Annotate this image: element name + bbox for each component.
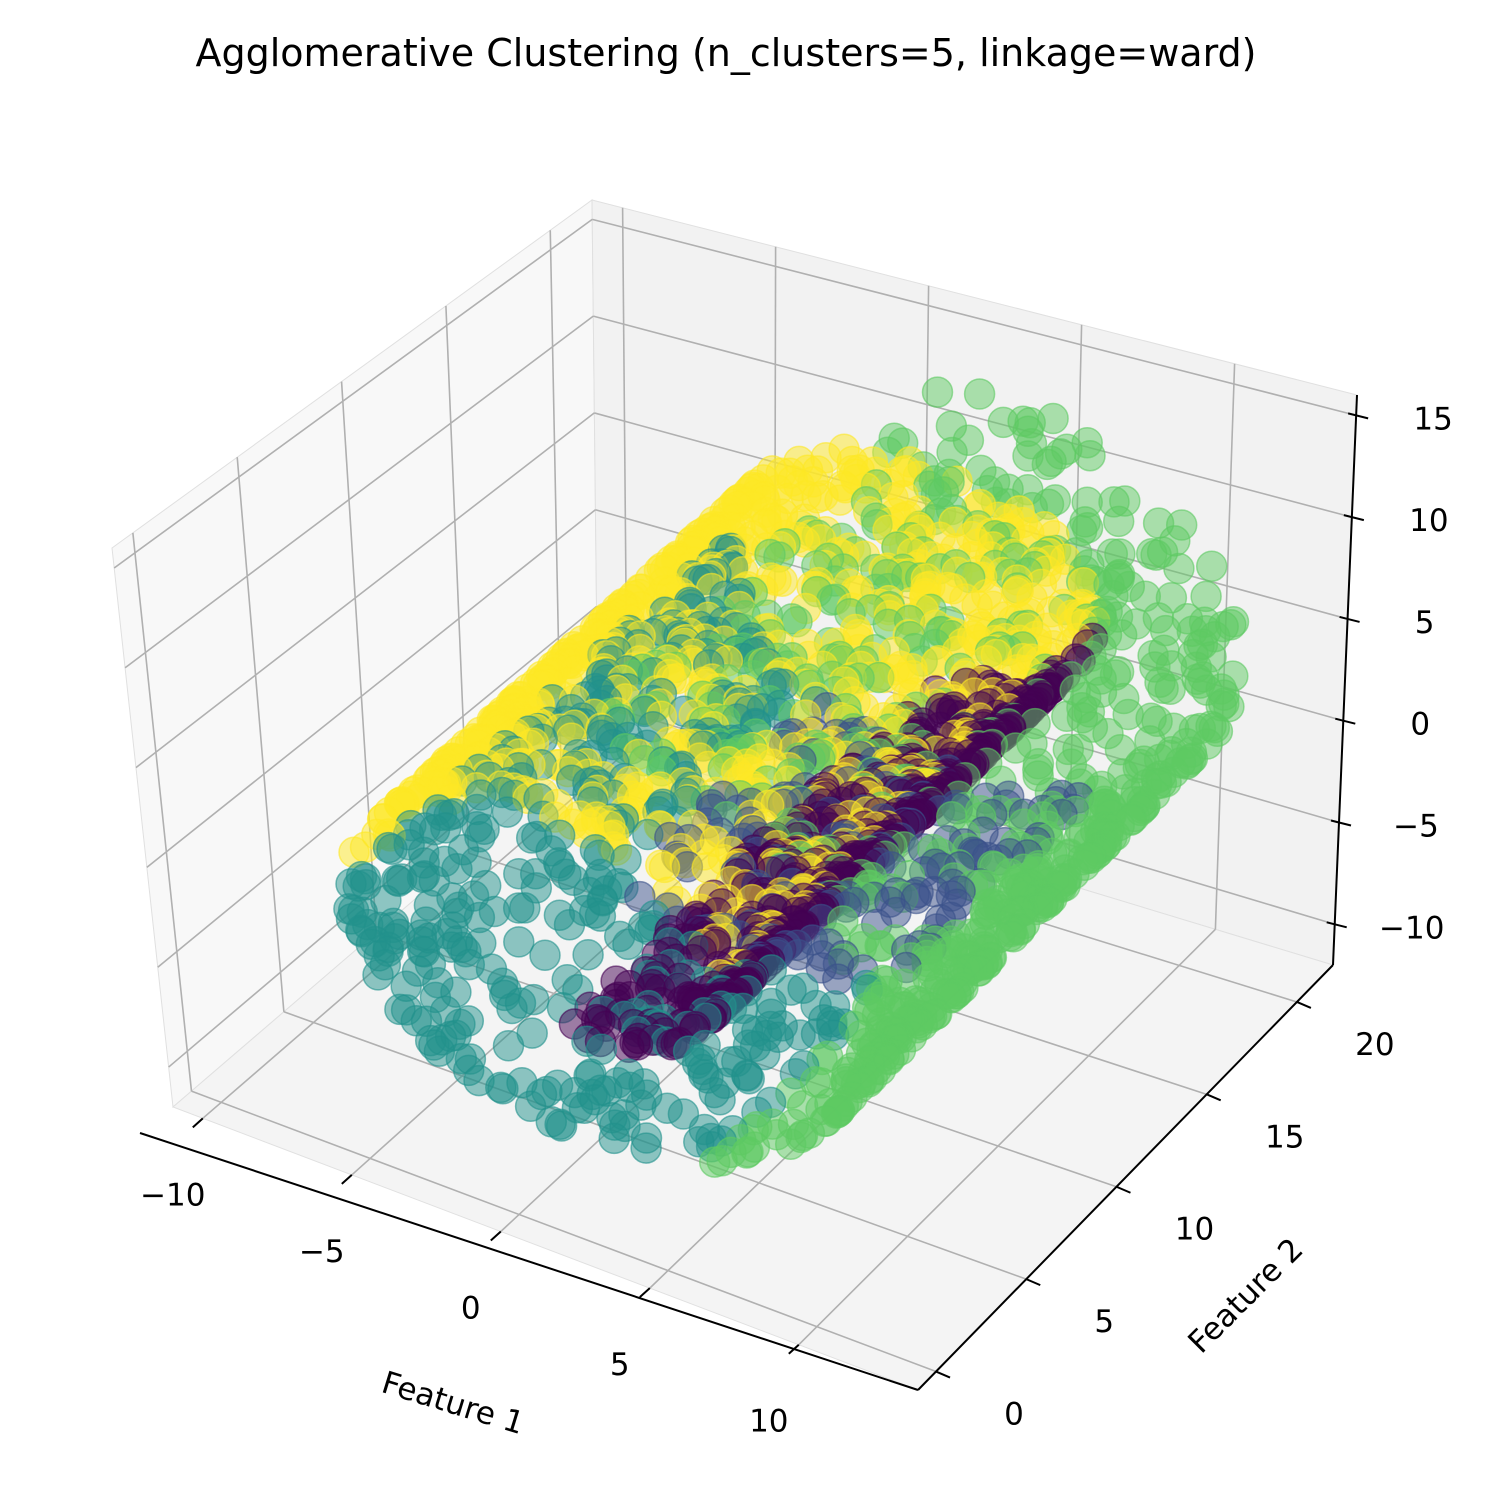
x-axis-label: Feature 1 xyxy=(377,1365,528,1442)
z-grid-wall xyxy=(124,315,594,669)
scatter-point xyxy=(598,1122,630,1155)
z-grid-wall xyxy=(157,605,598,968)
scatter-point xyxy=(1031,448,1064,481)
x-axis-line xyxy=(139,1132,919,1391)
z-tick-label: −5 xyxy=(1393,809,1439,845)
scatter-point xyxy=(921,376,954,408)
y-tick xyxy=(1296,1001,1312,1009)
z-tick-label: 10 xyxy=(1409,503,1448,539)
z-grid-wall xyxy=(113,218,593,569)
z-tick xyxy=(1343,514,1365,522)
scatter-point xyxy=(774,1128,807,1161)
scatter-point xyxy=(612,928,644,961)
y-tick xyxy=(1025,1278,1041,1287)
axis-ticks: −10 −5 0 5 10 0 5 10 15 20 −10 −5 0 5 10 15 xyxy=(140,401,1453,1439)
z-grid-wall xyxy=(146,509,596,869)
y-tick-label: 20 xyxy=(1355,1027,1394,1063)
scatter-point xyxy=(503,926,535,958)
y-grid-wall xyxy=(236,457,285,1012)
x-tick xyxy=(490,1230,502,1242)
y-tick-label: 10 xyxy=(1175,1212,1214,1248)
scatter-point xyxy=(1102,505,1135,538)
scatter-point xyxy=(492,1030,525,1062)
y-tick xyxy=(935,1370,951,1379)
scatter-point xyxy=(1163,552,1195,585)
y-grid-floor xyxy=(191,1090,937,1373)
scatter-point xyxy=(822,963,854,995)
x-grid-floor xyxy=(798,928,1216,1346)
scatter-point xyxy=(529,939,561,972)
z-grid-wall xyxy=(135,412,595,769)
x-tick-label: 0 xyxy=(461,1291,481,1327)
z-tick xyxy=(1347,412,1369,420)
scatter-point xyxy=(704,1084,736,1116)
x-tick xyxy=(639,1287,651,1298)
y-tick-label: 0 xyxy=(1004,1397,1024,1433)
y-axis-label: Feature 2 xyxy=(1181,1231,1310,1360)
x-tick-label: 10 xyxy=(749,1404,788,1440)
chart-title: Agglomerative Clustering (n_clusters=5, … xyxy=(195,31,1256,75)
x-tick-label: 5 xyxy=(610,1347,630,1383)
y-axis-line xyxy=(917,964,1334,1391)
x-tick xyxy=(192,1117,204,1129)
scatter-point xyxy=(824,484,856,516)
axis-lines xyxy=(139,394,1358,1391)
z-tick xyxy=(1339,615,1360,623)
scatter-point xyxy=(698,1146,731,1178)
scatter-point xyxy=(1154,673,1186,706)
scatter-point xyxy=(1074,439,1106,472)
scatter-point xyxy=(376,833,408,865)
z-tick xyxy=(1330,819,1352,827)
scatter-point xyxy=(572,939,604,971)
scatter-points xyxy=(333,376,1250,1178)
x-tick-label: −10 xyxy=(140,1177,205,1213)
z-tick xyxy=(1335,717,1356,725)
scatter-point xyxy=(553,909,586,941)
z-tick-label: −10 xyxy=(1379,910,1444,946)
scatter-point xyxy=(362,959,394,991)
scatter-point xyxy=(545,1110,578,1142)
scatter-point xyxy=(496,992,528,1025)
z-tick-label: 5 xyxy=(1415,605,1435,641)
y-grid-wall xyxy=(132,532,193,1092)
scatter-point xyxy=(630,1132,662,1164)
y-tick xyxy=(1206,1093,1222,1102)
z-grid-back xyxy=(592,218,1357,417)
y-tick-label: 15 xyxy=(1265,1119,1304,1155)
z-axis-line xyxy=(1332,394,1358,966)
x-tick-label: −5 xyxy=(299,1234,345,1270)
x-tick xyxy=(788,1343,800,1355)
y-tick-label: 5 xyxy=(1094,1304,1114,1340)
scatter-point xyxy=(487,1073,519,1105)
z-tick-label: 15 xyxy=(1413,401,1452,437)
z-tick xyxy=(1326,921,1347,929)
y-tick xyxy=(1116,1185,1131,1194)
scatter-point xyxy=(584,900,617,932)
z-grid-back xyxy=(593,315,1353,518)
scatter-point xyxy=(613,1031,645,1064)
x-tick xyxy=(341,1174,353,1185)
scatter-point xyxy=(491,796,524,828)
z-tick-label: 0 xyxy=(1410,707,1430,743)
scatter-point xyxy=(963,378,996,410)
scatter-point xyxy=(1195,550,1228,582)
